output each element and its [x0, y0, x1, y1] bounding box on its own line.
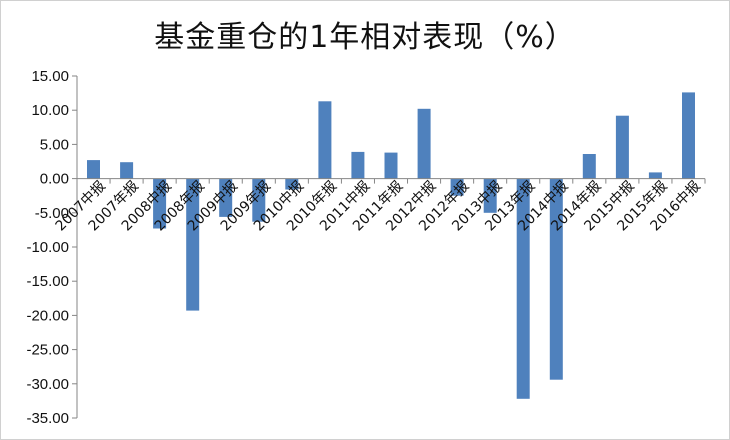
bar-2008中报 — [153, 178, 167, 229]
bar-2011年报 — [384, 152, 398, 179]
bar-2015中报 — [615, 115, 629, 179]
y-tick-label: -20.00 — [26, 307, 69, 324]
bar-2014年报 — [582, 154, 596, 179]
bar-2015年报 — [648, 172, 662, 179]
y-tick-label: -25.00 — [26, 342, 69, 359]
bar-2014中报 — [549, 178, 563, 380]
y-tick-label: -30.00 — [26, 376, 69, 393]
y-tick-label: -35.00 — [26, 410, 69, 427]
y-tick-label: -15.00 — [26, 273, 69, 290]
bar-2009年报 — [252, 178, 266, 222]
x-tick-labels: 2007中报2007年报2008中报2008年报2009中报2009年报2010… — [53, 178, 704, 234]
y-tick-label: 10.00 — [31, 102, 69, 119]
chart-title: 基金重仓的1年相对表现（%） — [154, 20, 576, 55]
bar-2009中报 — [219, 178, 233, 217]
bar-2010中报 — [285, 178, 299, 190]
bar-2012中报 — [417, 108, 431, 179]
y-tick-label: 0.00 — [40, 171, 69, 188]
bar-2008年报 — [186, 178, 200, 311]
bars — [87, 92, 695, 399]
bar-2013年报 — [516, 178, 530, 399]
y-tick-label: 15.00 — [31, 68, 69, 85]
bar-2012年报 — [450, 178, 464, 196]
x-axis — [76, 178, 706, 184]
y-axis: 15.00 10.00 5.00 0.00 -5.00 -10.00 -15.00 -20.0… — [26, 68, 78, 427]
y-tick-label: 5.00 — [40, 136, 69, 153]
y-tick-label: -5.00 — [35, 205, 69, 222]
bar-2007中报 — [87, 160, 100, 179]
bar-2011中报 — [351, 151, 365, 179]
y-tick-label: -10.00 — [26, 239, 69, 256]
bar-2016中报 — [682, 92, 695, 179]
bar-2010年报 — [318, 101, 332, 179]
bar-2013中报 — [483, 178, 497, 213]
bar-2007年报 — [120, 162, 134, 179]
